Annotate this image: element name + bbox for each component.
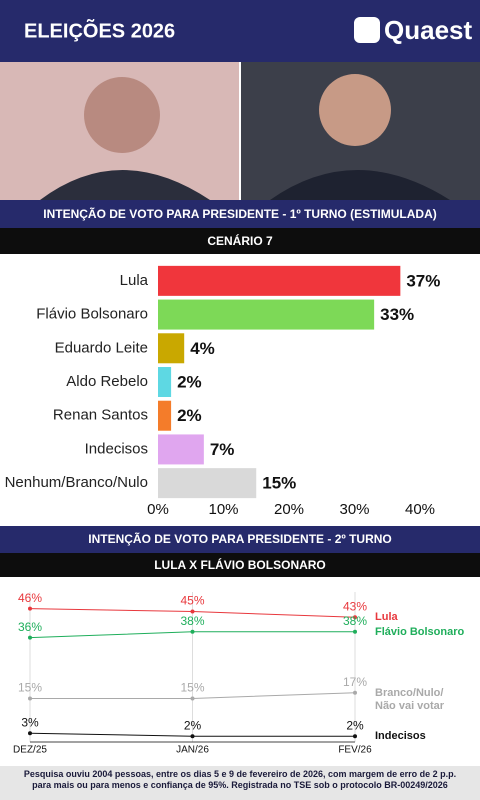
x-tick-label: DEZ/25	[13, 745, 47, 756]
point	[353, 734, 357, 739]
subbanner	[0, 228, 480, 254]
point	[190, 609, 195, 614]
chart-title: INTENÇÃO DE VOTO PARA PRESIDENTE - 2º TU…	[88, 531, 392, 546]
value-label: 36%	[18, 620, 42, 634]
value-label: 3%	[21, 715, 39, 729]
value-label: 43%	[343, 599, 367, 613]
value-label: 2%	[177, 372, 202, 391]
value-label: 45%	[180, 594, 204, 608]
legend-label: Indecisos	[375, 730, 426, 743]
x-tick-label: JAN/26	[176, 745, 209, 756]
photo-left-body	[40, 170, 210, 200]
photo-left-face	[84, 77, 160, 153]
value-label: 15%	[180, 681, 204, 695]
value-label: 38%	[180, 614, 204, 628]
logo: Quaest	[384, 15, 472, 45]
legend-label: Flávio Bolsonaro	[375, 625, 465, 638]
logo-icon	[354, 17, 380, 43]
banner	[0, 200, 480, 228]
point	[353, 615, 357, 620]
subbanner	[0, 553, 480, 577]
chart-subtitle: CENÁRIO 7	[207, 233, 273, 248]
category-label: Indecisos	[85, 440, 148, 457]
x-tick-label: 10%	[208, 501, 238, 518]
point	[28, 696, 32, 701]
bar	[158, 265, 401, 296]
value-label: 4%	[190, 339, 215, 358]
x-tick-label: 40%	[405, 501, 435, 518]
bar	[158, 434, 204, 465]
bar	[158, 333, 185, 364]
value-label: 15%	[18, 681, 42, 695]
point	[353, 690, 357, 695]
legend-label: Branco/Nulo/ Não vai votar	[375, 686, 445, 712]
x-tick-label: 0%	[147, 501, 169, 518]
point	[353, 629, 357, 634]
value-label: 17%	[343, 675, 367, 689]
bar	[158, 367, 172, 397]
category-label: Aldo Rebelo	[66, 373, 148, 390]
footer: Pesquisa ouviu 2004 pessoas, entre os di…	[0, 766, 480, 800]
x-tick-label: FEV/26	[338, 745, 372, 756]
header-bar	[0, 0, 480, 62]
x-tick-label: 30%	[339, 501, 369, 518]
category-label: Renan Santos	[53, 407, 148, 424]
value-label: 7%	[210, 440, 235, 459]
point	[190, 629, 195, 634]
point	[28, 606, 32, 611]
legend-label: Lula	[375, 611, 398, 624]
value-label: 2%	[184, 718, 202, 732]
point	[190, 734, 195, 739]
bar	[158, 299, 375, 330]
value-label: 38%	[343, 614, 367, 628]
bar	[158, 468, 257, 499]
category-label: Lula	[120, 272, 149, 289]
photo-right-face	[319, 74, 391, 146]
chart-subtitle: LULA X FLÁVIO BOLSONARO	[154, 557, 326, 572]
point	[190, 696, 195, 701]
x-tick-label: 20%	[274, 501, 304, 518]
banner	[0, 526, 480, 553]
value-label: 2%	[346, 718, 364, 732]
category-label: Eduardo Leite	[55, 339, 148, 356]
point	[28, 635, 32, 640]
point	[28, 731, 32, 736]
value-label: 37%	[406, 271, 440, 290]
value-label: 33%	[380, 305, 414, 324]
category-label: Flávio Bolsonaro	[36, 306, 148, 323]
infographic: ELEIÇÕES 2026 Quaest INTENÇÃO DE VOTO PA…	[0, 0, 480, 756]
bar	[158, 400, 172, 431]
category-label: Nenhum/Branco/Nulo	[5, 474, 148, 491]
photo-right-body	[270, 170, 450, 200]
header-title: ELEIÇÕES 2026	[24, 18, 175, 42]
value-label: 46%	[18, 591, 42, 605]
value-label: 2%	[177, 406, 202, 425]
value-label: 15%	[262, 474, 296, 493]
chart-title: INTENÇÃO DE VOTO PARA PRESIDENTE - 1º TU…	[43, 206, 437, 221]
